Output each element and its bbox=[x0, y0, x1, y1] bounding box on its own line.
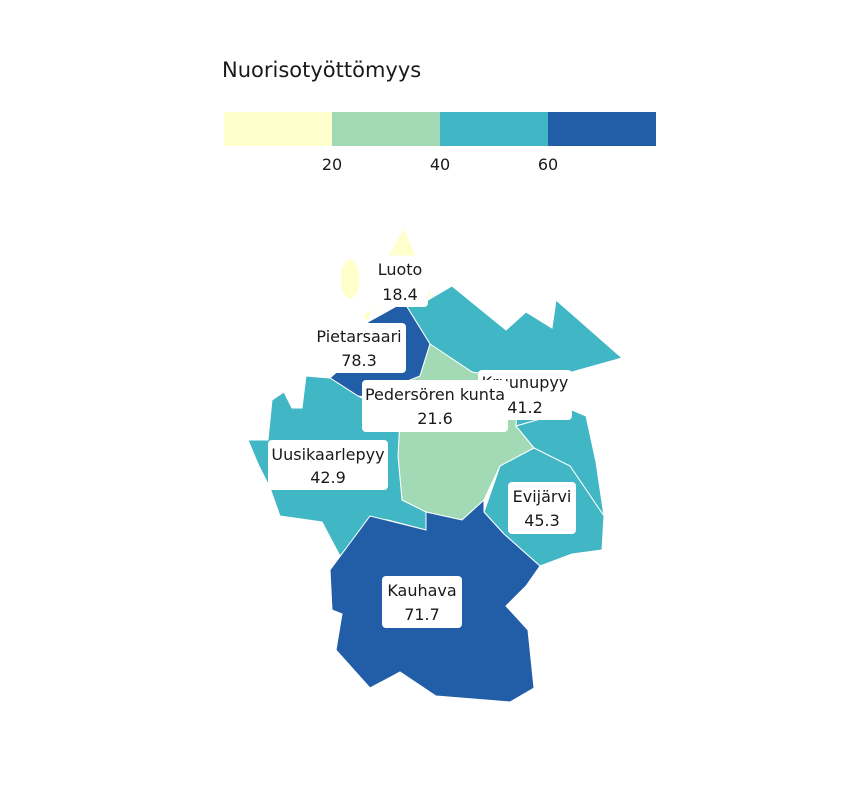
legend-swatch-4 bbox=[548, 112, 656, 146]
label-kruunupyy-value: 41.2 bbox=[507, 398, 543, 417]
legend-tick-60: 60 bbox=[538, 155, 558, 174]
legend-tick-20: 20 bbox=[322, 155, 342, 174]
label-evijarvi-value: 45.3 bbox=[524, 511, 560, 530]
legend: 20 40 60 bbox=[224, 112, 656, 174]
label-kauhava-name: Kauhava bbox=[387, 581, 456, 600]
map-title: Nuorisotyöttömyys bbox=[222, 58, 421, 82]
region-luoto-island bbox=[339, 258, 361, 300]
label-pietarsaari-name: Pietarsaari bbox=[316, 327, 401, 346]
label-luoto: Luoto 18.4 bbox=[372, 257, 428, 307]
label-pedersoren-value: 21.6 bbox=[417, 409, 453, 428]
legend-tick-40: 40 bbox=[430, 155, 450, 174]
label-pedersoren-name: Pedersören kunta bbox=[365, 385, 505, 404]
label-uusikaarlepyy-name: Uusikaarlepyy bbox=[271, 445, 384, 464]
label-kauhava: Kauhava 71.7 bbox=[382, 576, 462, 628]
label-pietarsaari: Pietarsaari 78.3 bbox=[312, 323, 406, 373]
label-uusikaarlepyy-value: 42.9 bbox=[310, 468, 346, 487]
label-kauhava-value: 71.7 bbox=[404, 605, 440, 624]
label-luoto-value: 18.4 bbox=[382, 285, 418, 304]
legend-swatch-2 bbox=[332, 112, 440, 146]
label-pietarsaari-value: 78.3 bbox=[341, 351, 377, 370]
region-labels: Luoto 18.4 Pietarsaari 78.3 Kruunupyy 41… bbox=[268, 257, 576, 628]
label-pedersoren: Pedersören kunta 21.6 bbox=[362, 380, 508, 432]
region-luoto bbox=[387, 226, 417, 257]
legend-swatch-3 bbox=[440, 112, 548, 146]
label-uusikaarlepyy: Uusikaarlepyy 42.9 bbox=[268, 440, 388, 490]
label-evijarvi: Evijärvi 45.3 bbox=[508, 482, 576, 534]
label-luoto-name: Luoto bbox=[378, 260, 423, 279]
legend-swatch-1 bbox=[224, 112, 332, 146]
label-evijarvi-name: Evijärvi bbox=[513, 487, 572, 506]
